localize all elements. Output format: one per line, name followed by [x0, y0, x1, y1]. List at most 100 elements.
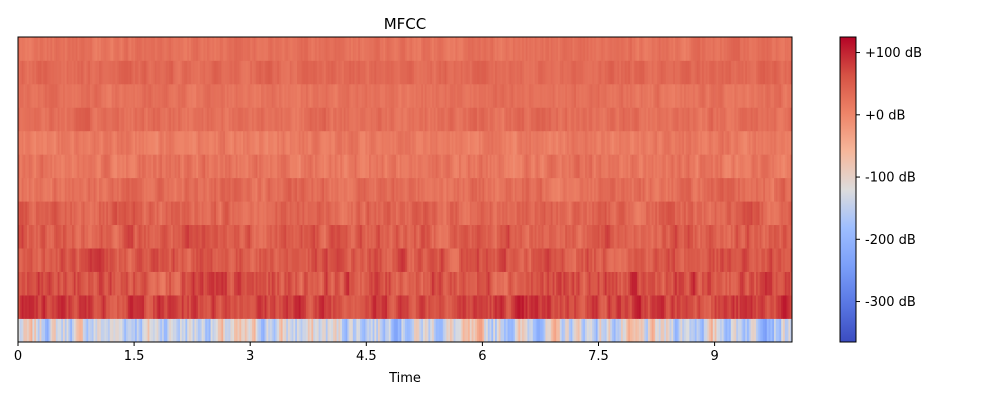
heatmap-cell — [97, 130, 100, 155]
heatmap-cell — [185, 295, 188, 319]
heatmap-cell — [84, 177, 87, 202]
heatmap-cell — [721, 201, 724, 226]
heatmap-cell — [721, 177, 724, 202]
heatmap-cell — [468, 224, 471, 249]
heatmap-cell — [329, 83, 332, 108]
heatmap-cell — [484, 130, 487, 155]
heatmap-cell — [599, 154, 602, 179]
heatmap-cell — [770, 154, 773, 179]
heatmap-cell — [406, 248, 409, 272]
heatmap-cell — [126, 107, 129, 132]
heatmap-cell — [261, 271, 264, 296]
heatmap-cell — [721, 295, 724, 319]
heatmap-cell — [388, 271, 391, 296]
heatmap-cell — [626, 83, 629, 108]
heatmap-cell — [86, 154, 89, 179]
heatmap-cell — [738, 271, 741, 296]
heatmap-cell — [70, 107, 73, 132]
heatmap-cell — [631, 83, 634, 108]
heatmap-cell — [194, 224, 197, 249]
heatmap-cell — [259, 154, 262, 179]
heatmap-cell — [221, 177, 224, 202]
heatmap-cell — [779, 83, 782, 108]
heatmap-cell — [154, 130, 157, 155]
heatmap-cell — [790, 177, 793, 202]
heatmap-cell — [338, 130, 341, 155]
heatmap-cell — [502, 318, 505, 343]
heatmap-cell — [142, 177, 145, 202]
heatmap-cell — [147, 60, 150, 85]
heatmap-cell — [23, 201, 26, 226]
heatmap-cell — [432, 201, 435, 226]
heatmap-cell — [653, 201, 656, 226]
heatmap-cell — [189, 130, 192, 155]
heatmap-cell — [66, 201, 69, 226]
heatmap-cell — [756, 154, 759, 179]
heatmap-cell — [176, 271, 179, 296]
heatmap-cell — [115, 177, 118, 202]
heatmap-cell — [275, 271, 278, 296]
heatmap-cell — [473, 154, 476, 179]
heatmap-cell — [379, 224, 382, 249]
heatmap-cell — [597, 248, 600, 272]
heatmap-cell — [541, 271, 544, 296]
heatmap-cell — [716, 130, 719, 155]
heatmap-cell — [430, 83, 433, 108]
heatmap-cell — [779, 318, 782, 343]
heatmap-cell — [437, 248, 440, 272]
heatmap-cell — [549, 318, 552, 343]
heatmap-cell — [318, 60, 321, 85]
heatmap-cell — [415, 271, 418, 296]
heatmap-cell — [502, 107, 505, 132]
heatmap-cell — [264, 83, 267, 108]
heatmap-cell — [140, 248, 143, 272]
heatmap-cell — [759, 154, 762, 179]
heatmap-cell — [583, 130, 586, 155]
heatmap-cell — [378, 224, 381, 249]
heatmap-cell — [725, 177, 728, 202]
heatmap-cell — [444, 60, 447, 85]
heatmap-cell — [459, 130, 462, 155]
heatmap-cell — [714, 177, 717, 202]
heatmap-cell — [552, 154, 555, 179]
heatmap-cell — [307, 201, 310, 226]
heatmap-cell — [169, 201, 172, 226]
heatmap-cell — [153, 248, 156, 272]
heatmap-cell — [279, 224, 282, 249]
heatmap-cell — [777, 295, 780, 319]
heatmap-cell — [100, 154, 103, 179]
heatmap-cell — [68, 248, 71, 272]
heatmap-cell — [343, 248, 346, 272]
heatmap-cell — [612, 201, 615, 226]
heatmap-cell — [99, 271, 102, 296]
heatmap-cell — [347, 224, 350, 249]
heatmap-cell — [93, 107, 96, 132]
heatmap-cell — [93, 248, 96, 272]
heatmap-cell — [234, 224, 237, 249]
heatmap-cell — [90, 154, 93, 179]
heatmap-cell — [396, 130, 399, 155]
heatmap-cell — [298, 154, 301, 179]
heatmap-cell — [396, 107, 399, 132]
heatmap-cell — [723, 107, 726, 132]
heatmap-cell — [736, 130, 739, 155]
heatmap-cell — [581, 295, 584, 319]
heatmap-cell — [95, 177, 98, 202]
heatmap-cell — [45, 318, 48, 343]
heatmap-cell — [556, 107, 559, 132]
heatmap-cell — [77, 248, 80, 272]
heatmap-cell — [41, 60, 44, 85]
heatmap-cell — [235, 177, 238, 202]
heatmap-cell — [208, 60, 211, 85]
heatmap-cell — [279, 318, 282, 343]
heatmap-cell — [73, 318, 76, 343]
heatmap-cell — [370, 271, 373, 296]
heatmap-cell — [59, 201, 62, 226]
heatmap-cell — [478, 83, 481, 108]
heatmap-cell — [169, 318, 172, 343]
heatmap-cell — [196, 295, 199, 319]
heatmap-cell — [279, 83, 282, 108]
heatmap-cell — [493, 130, 496, 155]
heatmap-cell — [655, 130, 658, 155]
heatmap-cell — [493, 107, 496, 132]
